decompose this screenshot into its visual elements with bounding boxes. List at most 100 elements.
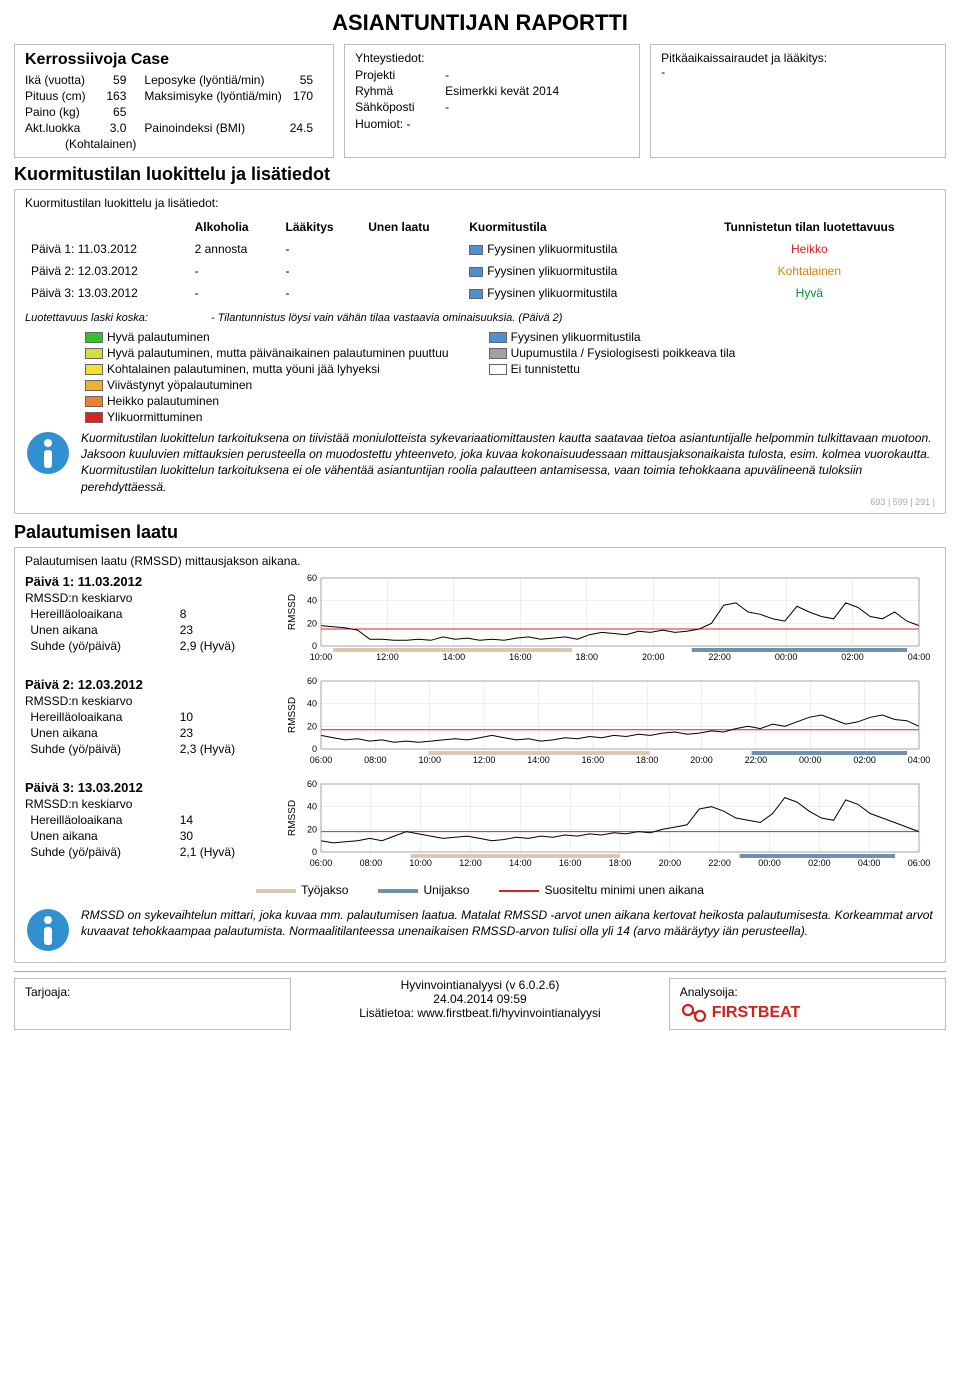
recovery-day-row: Päivä 2: 12.03.2012 RMSSD:n keskiarvo He…	[25, 677, 935, 770]
recovery-day-row: Päivä 3: 13.03.2012 RMSSD:n keskiarvo He…	[25, 780, 935, 873]
age-label: Ikä (vuotta)	[25, 73, 92, 87]
group-label: Ryhmä	[355, 84, 445, 98]
svg-text:60: 60	[307, 677, 317, 686]
svg-text:0: 0	[312, 641, 317, 651]
svg-text:16:00: 16:00	[509, 652, 532, 662]
reliability-value: Heikko	[684, 238, 935, 260]
report-title: ASIANTUNTIJAN RAPORTTI	[14, 10, 946, 36]
alcohol-value: 2 annosta	[189, 238, 280, 260]
svg-text:0: 0	[312, 847, 317, 857]
svg-text:00:00: 00:00	[775, 652, 798, 662]
svg-text:20: 20	[307, 824, 317, 834]
svg-text:60: 60	[307, 574, 317, 583]
svg-text:20:00: 20:00	[659, 858, 682, 868]
footer-center: Hyvinvointianalyysi (v 6.0.2.6) 24.04.20…	[301, 978, 658, 1030]
rmssd-chart: 0204060RMSSD06:0008:0010:0012:0014:0016:…	[275, 780, 935, 873]
svg-text:RMSSD: RMSSD	[287, 800, 298, 836]
rmssd-avg-label: RMSSD:n keskiarvo	[25, 797, 265, 811]
classification-subtitle: Kuormitustilan luokittelu ja lisätiedot:	[25, 196, 935, 210]
notes-label: Huomiot:	[355, 117, 403, 131]
svg-text:14:00: 14:00	[527, 755, 550, 765]
rmssd-avg-label: RMSSD:n keskiarvo	[25, 694, 265, 708]
awake-value: 14	[160, 813, 263, 827]
provider-label: Tarjoaja:	[25, 985, 70, 999]
sleep-value: 30	[160, 829, 263, 843]
work-swatch	[256, 889, 296, 893]
ref-swatch	[499, 890, 539, 892]
maxhr-label: Maksimisyke (lyöntiä/min)	[144, 89, 281, 119]
rmssd-chart: 0204060RMSSD10:0012:0014:0016:0018:0020:…	[275, 574, 935, 667]
info1-code: 693 | 599 | 291 |	[81, 497, 935, 507]
rmssd-chart: 0204060RMSSD06:0008:0010:0012:0014:0016:…	[275, 677, 935, 770]
state-value: Fyysinen ylikuormitustila	[463, 260, 683, 282]
col-alcohol: Alkoholia	[189, 216, 280, 238]
svg-text:06:00: 06:00	[310, 755, 333, 765]
svg-text:12:00: 12:00	[376, 652, 399, 662]
medication-value: -	[280, 238, 363, 260]
legend-item: Kohtalainen palautuminen, mutta yöuni jä…	[85, 362, 449, 376]
notes-value: -	[406, 117, 410, 131]
svg-text:22:00: 22:00	[708, 858, 731, 868]
ratio-value: 2,3 (Hyvä)	[160, 742, 263, 756]
svg-text:02:00: 02:00	[853, 755, 876, 765]
footer-line1: Hyvinvointianalyysi (v 6.0.2.6)	[301, 978, 658, 992]
classification-panel: Kuormitustilan luokittelu ja lisätiedot:…	[14, 189, 946, 514]
age-value: 59	[100, 73, 136, 87]
project-label: Projekti	[355, 68, 445, 82]
email-value: -	[445, 100, 629, 114]
svg-text:14:00: 14:00	[509, 858, 532, 868]
svg-text:40: 40	[307, 698, 317, 708]
svg-text:20: 20	[307, 721, 317, 731]
actclass-value: 3.0	[100, 121, 136, 135]
footer-line3: Lisätietoa: www.firstbeat.fi/hyvinvointi…	[301, 1006, 658, 1020]
svg-text:12:00: 12:00	[473, 755, 496, 765]
bmi-label: Painoindeksi (BMI)	[144, 121, 281, 135]
svg-text:10:00: 10:00	[409, 858, 432, 868]
svg-text:0: 0	[312, 744, 317, 754]
day-title: Päivä 2: 12.03.2012	[25, 677, 265, 692]
classification-title: Kuormitustilan luokittelu ja lisätiedot	[14, 164, 946, 185]
project-value: -	[445, 68, 629, 82]
sleep-label: Unen aikana	[27, 623, 158, 637]
chronic-panel: Pitkäaikaissairaudet ja lääkitys: -	[650, 44, 946, 158]
reliability-value: Kohtalainen	[684, 260, 935, 282]
svg-text:10:00: 10:00	[418, 755, 441, 765]
footer: Tarjoaja: Hyvinvointianalyysi (v 6.0.2.6…	[14, 971, 946, 1030]
sleep-value: 23	[160, 726, 263, 740]
svg-text:18:00: 18:00	[636, 755, 659, 765]
ref-label: Suositeltu minimi unen aikana	[544, 883, 703, 897]
svg-text:40: 40	[307, 801, 317, 811]
chart-legend: Työjakso Unijakso Suositeltu minimi unen…	[25, 883, 935, 897]
svg-text:18:00: 18:00	[576, 652, 599, 662]
svg-text:04:00: 04:00	[908, 652, 931, 662]
state-value: Fyysinen ylikuormitustila	[463, 282, 683, 304]
svg-text:04:00: 04:00	[858, 858, 881, 868]
awake-label: Hereilläoloaikana	[27, 813, 158, 827]
info-icon	[25, 430, 71, 479]
svg-text:02:00: 02:00	[841, 652, 864, 662]
svg-text:20: 20	[307, 618, 317, 628]
svg-text:04:00: 04:00	[908, 755, 931, 765]
svg-text:22:00: 22:00	[745, 755, 768, 765]
recovery-day-row: Päivä 1: 11.03.2012 RMSSD:n keskiarvo He…	[25, 574, 935, 667]
weight-value: 65	[100, 105, 136, 119]
awake-label: Hereilläoloaikana	[27, 607, 158, 621]
contacts-panel: Yhteystiedot: Projekti - Ryhmä Esimerkki…	[344, 44, 640, 158]
chronic-header: Pitkäaikaissairaudet ja lääkitys:	[661, 51, 935, 65]
day-label: Päivä 2: 12.03.2012	[25, 260, 189, 282]
recovery-panel: Palautumisen laatu (RMSSD) mittausjakson…	[14, 547, 946, 963]
ratio-value: 2,9 (Hyvä)	[160, 639, 263, 653]
svg-text:02:00: 02:00	[808, 858, 831, 868]
height-value: 163	[100, 89, 136, 103]
svg-text:40: 40	[307, 595, 317, 605]
chronic-value: -	[661, 65, 935, 79]
sleep-value	[362, 238, 463, 260]
sleep-value: 23	[160, 623, 263, 637]
sleep-value	[362, 282, 463, 304]
info1-text: Kuormitustilan luokittelun tarkoituksena…	[81, 430, 935, 495]
legend-item: Viivästynyt yöpalautuminen	[85, 378, 449, 392]
logo-text: FIRSTBEAT	[712, 1004, 801, 1022]
svg-text:RMSSD: RMSSD	[287, 594, 298, 630]
legend-item: Ylikuormittuminen	[85, 410, 449, 424]
recovery-subtitle: Palautumisen laatu (RMSSD) mittausjakson…	[25, 554, 935, 568]
